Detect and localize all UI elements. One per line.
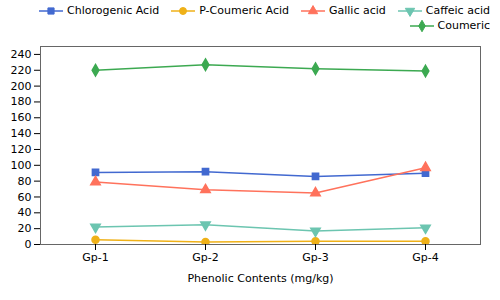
svg-text:160: 160 [11, 111, 32, 124]
svg-text:200: 200 [11, 80, 32, 93]
svg-text:Gp-2: Gp-2 [192, 251, 218, 264]
svg-text:60: 60 [18, 191, 32, 204]
html-text:Caffeic acid: Caffeic acid [425, 4, 490, 17]
html-text:Gallic acid: Gallic acid [329, 4, 386, 17]
svg-text:180: 180 [11, 95, 32, 108]
svg-text:Gp-4: Gp-4 [412, 251, 438, 264]
svg-text:100: 100 [11, 159, 32, 172]
svg-text:220: 220 [11, 64, 32, 77]
svg-text:Gp-1: Gp-1 [82, 251, 108, 264]
html-text:Chlorogenic Acid: Chlorogenic Acid [67, 4, 160, 17]
svg-text:80: 80 [18, 175, 32, 188]
svg-text:40: 40 [18, 206, 32, 219]
html-text:P-Coumeric Acid: P-Coumeric Acid [199, 4, 289, 17]
svg-text:Gp-3: Gp-3 [302, 251, 328, 264]
svg-text:140: 140 [11, 127, 32, 140]
svg-text:240: 240 [11, 48, 32, 61]
html-text:Coumeric: Coumeric [437, 19, 490, 32]
svg-text:0: 0 [25, 238, 32, 251]
svg-text:120: 120 [11, 143, 32, 156]
svg-text:20: 20 [18, 222, 32, 235]
svg-text:Phenolic Contents (mg/kg): Phenolic Contents (mg/kg) [187, 272, 333, 285]
